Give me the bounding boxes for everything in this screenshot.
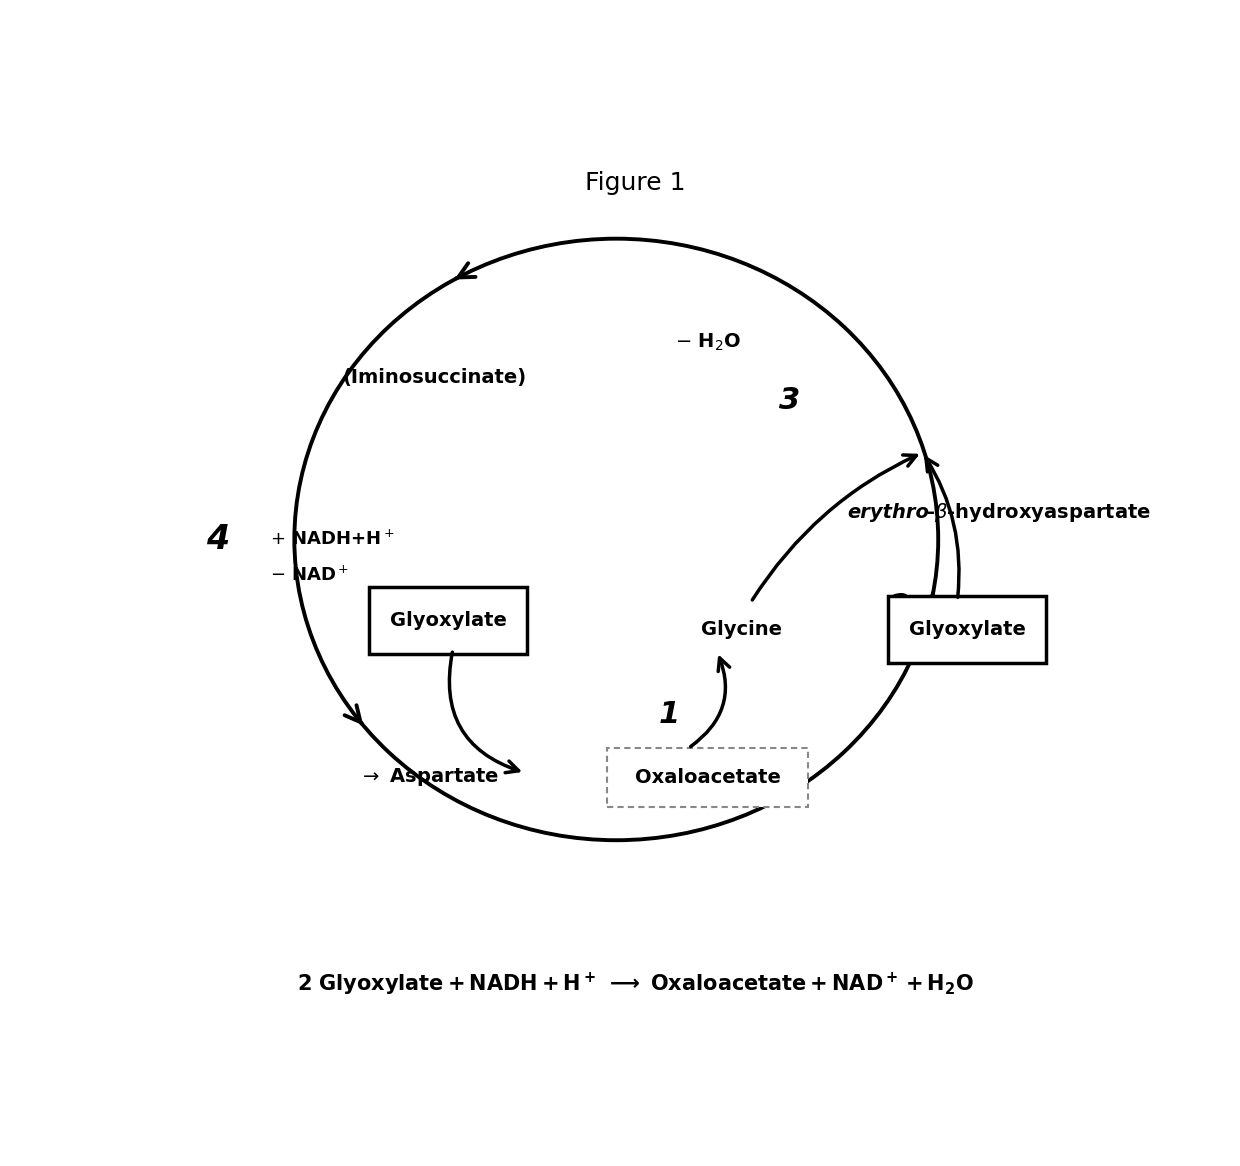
Text: Glycine: Glycine <box>701 620 781 639</box>
Text: 1: 1 <box>658 700 680 729</box>
Text: Figure 1: Figure 1 <box>585 171 686 196</box>
Text: 3: 3 <box>779 386 800 415</box>
Text: Oxaloacetate: Oxaloacetate <box>635 768 780 787</box>
Text: $+$ NADH+H$^+$: $+$ NADH+H$^+$ <box>270 529 394 549</box>
Text: $-$ NAD$^+$: $-$ NAD$^+$ <box>270 566 350 585</box>
FancyBboxPatch shape <box>888 596 1047 663</box>
Text: Glyoxylate: Glyoxylate <box>909 620 1025 639</box>
Text: Glyoxylate: Glyoxylate <box>389 611 507 630</box>
Text: $-\ $H$_2$O: $-\ $H$_2$O <box>675 331 740 352</box>
Text: $\mathbf{2\ Glyoxylate + NADH+H^+}$ $\boldsymbol{\longrightarrow}$ $\mathbf{Oxal: $\mathbf{2\ Glyoxylate + NADH+H^+}$ $\bo… <box>298 970 973 998</box>
Text: (Iminosuccinate): (Iminosuccinate) <box>342 368 527 387</box>
Text: 4: 4 <box>206 522 229 556</box>
Text: $\rightarrow$ Aspartate: $\rightarrow$ Aspartate <box>358 766 498 788</box>
Bar <box>606 749 808 807</box>
Text: 2: 2 <box>889 592 910 621</box>
FancyBboxPatch shape <box>368 586 527 654</box>
Text: -$\beta$-hydroxyaspartate: -$\beta$-hydroxyaspartate <box>926 501 1151 524</box>
Text: erythro: erythro <box>847 503 929 522</box>
